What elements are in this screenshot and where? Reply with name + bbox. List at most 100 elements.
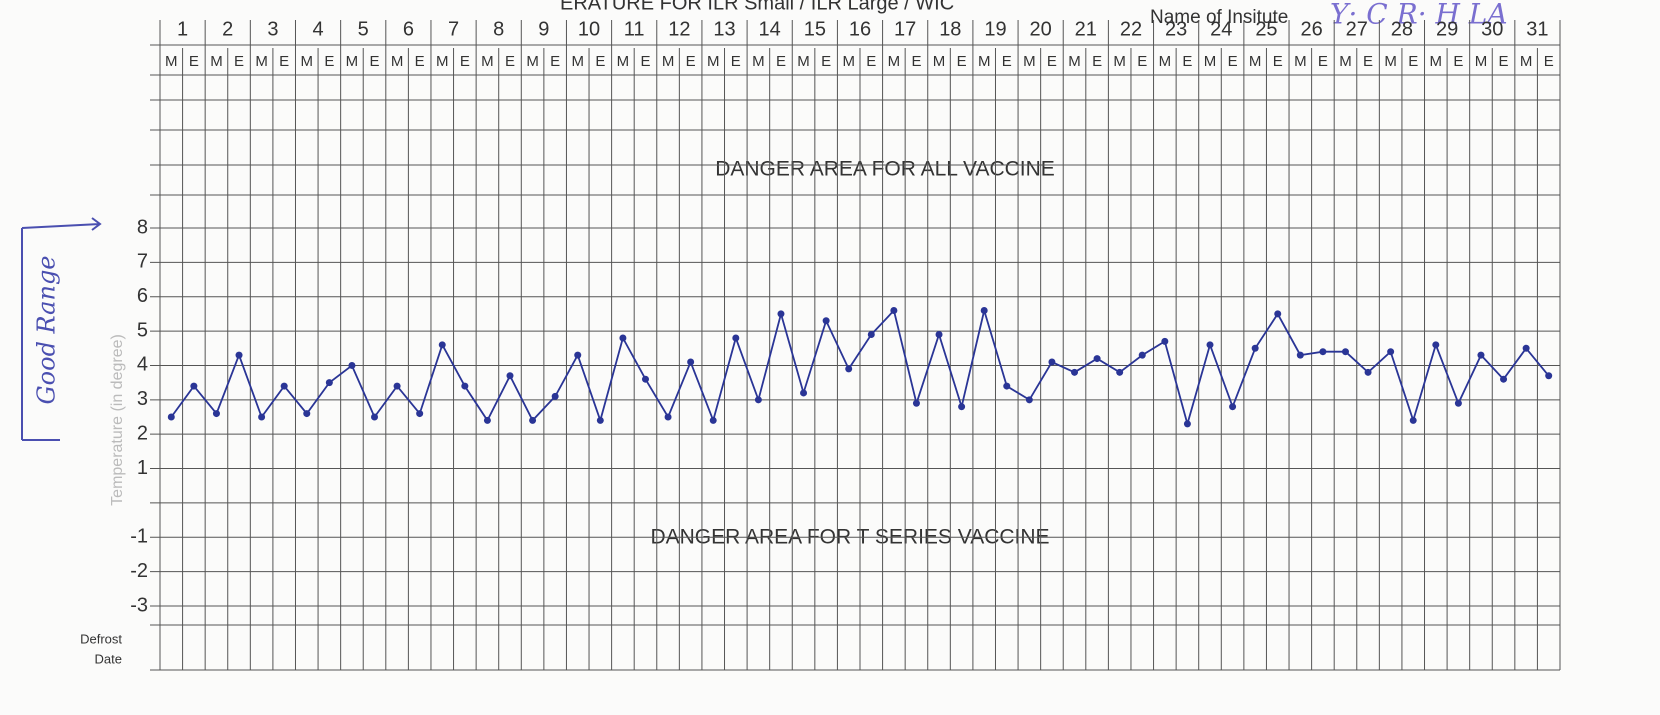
day-label: 30	[1481, 18, 1503, 40]
reading-dot	[1432, 341, 1440, 349]
shift-label: M	[1113, 53, 1126, 70]
y-tick-label: 5	[137, 319, 148, 341]
reading-dot	[1364, 368, 1372, 376]
reading-dot	[393, 382, 401, 390]
shift-label: E	[415, 53, 425, 70]
shift-label: M	[346, 53, 359, 70]
y-tick-label: 4	[137, 354, 148, 376]
shift-label: M	[571, 53, 584, 70]
shift-label: E	[686, 53, 696, 70]
day-label: 22	[1120, 18, 1142, 40]
shift-label: M	[1294, 53, 1307, 70]
day-label: 20	[1030, 18, 1052, 40]
y-tick-label: -3	[130, 594, 148, 616]
shift-label: M	[1475, 53, 1488, 70]
chart-title: ERATURE FOR ILR Small / ILR Large / WIC	[560, 0, 954, 14]
institute-label: Name of Insitute	[1150, 7, 1288, 28]
reading-dot	[800, 389, 808, 397]
reading-dot	[416, 410, 424, 418]
reading-dot	[1048, 358, 1056, 366]
shift-label: M	[1204, 53, 1217, 70]
shift-label: M	[301, 53, 314, 70]
shift-label: M	[617, 53, 630, 70]
shift-label: M	[391, 53, 404, 70]
reading-dot	[574, 351, 582, 359]
y-tick-label: 1	[137, 457, 148, 479]
shift-label: E	[1273, 53, 1283, 70]
day-label: 25	[1255, 18, 1277, 40]
shift-label: E	[460, 53, 470, 70]
reading-dot	[371, 413, 379, 421]
day-label: 31	[1526, 18, 1548, 40]
shift-label: E	[640, 53, 650, 70]
shift-label: E	[1453, 53, 1463, 70]
shift-label: M	[1384, 53, 1397, 70]
shift-label: E	[279, 53, 289, 70]
annotation: DANGER AREA FOR ALL VACCINE	[715, 158, 1055, 181]
day-label: 7	[448, 18, 459, 40]
shift-label: M	[1159, 53, 1172, 70]
shift-label: E	[1408, 53, 1418, 70]
shift-label: E	[234, 53, 244, 70]
shift-label: M	[1430, 53, 1443, 70]
shift-label: E	[957, 53, 967, 70]
reading-dot	[1387, 348, 1395, 356]
shift-label: M	[210, 53, 223, 70]
shift-label: E	[1499, 53, 1509, 70]
shift-label: M	[1249, 53, 1262, 70]
reading-dot	[1229, 403, 1237, 411]
day-label: 8	[493, 18, 504, 40]
y-tick-label: 7	[137, 251, 148, 273]
shift-label: E	[189, 53, 199, 70]
day-label: 12	[668, 18, 690, 40]
temperature-line	[170, 307, 1550, 428]
reading-dot	[1522, 344, 1530, 352]
day-label: 17	[894, 18, 916, 40]
reading-dot	[551, 392, 559, 400]
shift-label: E	[1137, 53, 1147, 70]
day-label: 6	[403, 18, 414, 40]
shift-label: M	[707, 53, 720, 70]
reading-dot	[1071, 368, 1079, 376]
day-label: 4	[313, 18, 324, 40]
reading-dot	[235, 351, 243, 359]
reading-dot	[1409, 416, 1417, 424]
reading-dot	[845, 365, 853, 373]
reading-dot	[1274, 310, 1282, 318]
reading-dot	[1545, 372, 1553, 380]
reading-dot	[461, 382, 469, 390]
y-tick-label: 3	[137, 388, 148, 410]
shift-label: E	[1092, 53, 1102, 70]
y-tick-label: 2	[137, 422, 148, 444]
day-label: 5	[358, 18, 369, 40]
reading-dot	[1319, 348, 1327, 356]
reading-dot	[777, 310, 785, 318]
shift-label: M	[842, 53, 855, 70]
shift-label: E	[324, 53, 334, 70]
reading-dot	[822, 317, 830, 325]
reading-dot	[980, 306, 988, 314]
side-note: Good Range	[33, 255, 61, 404]
reading-dot	[1251, 344, 1259, 352]
reading-dot	[1183, 420, 1191, 428]
reading-dot	[1003, 382, 1011, 390]
shift-label: E	[595, 53, 605, 70]
shift-label: E	[505, 53, 515, 70]
shift-label: M	[1023, 53, 1036, 70]
day-label: 9	[538, 18, 549, 40]
reading-dot	[867, 331, 875, 339]
reading-dot	[1138, 351, 1146, 359]
shift-label: E	[370, 53, 380, 70]
shift-label: M	[1520, 53, 1533, 70]
reading-dot	[303, 410, 311, 418]
shift-label: M	[1339, 53, 1352, 70]
shift-label: M	[526, 53, 539, 70]
footer-label: Defrost	[80, 631, 122, 646]
reading-dot	[958, 403, 966, 411]
day-label: 18	[939, 18, 961, 40]
reading-dot	[325, 379, 333, 387]
reading-dot	[890, 306, 898, 314]
y-tick-label: 6	[137, 285, 148, 307]
reading-dot	[687, 358, 695, 366]
